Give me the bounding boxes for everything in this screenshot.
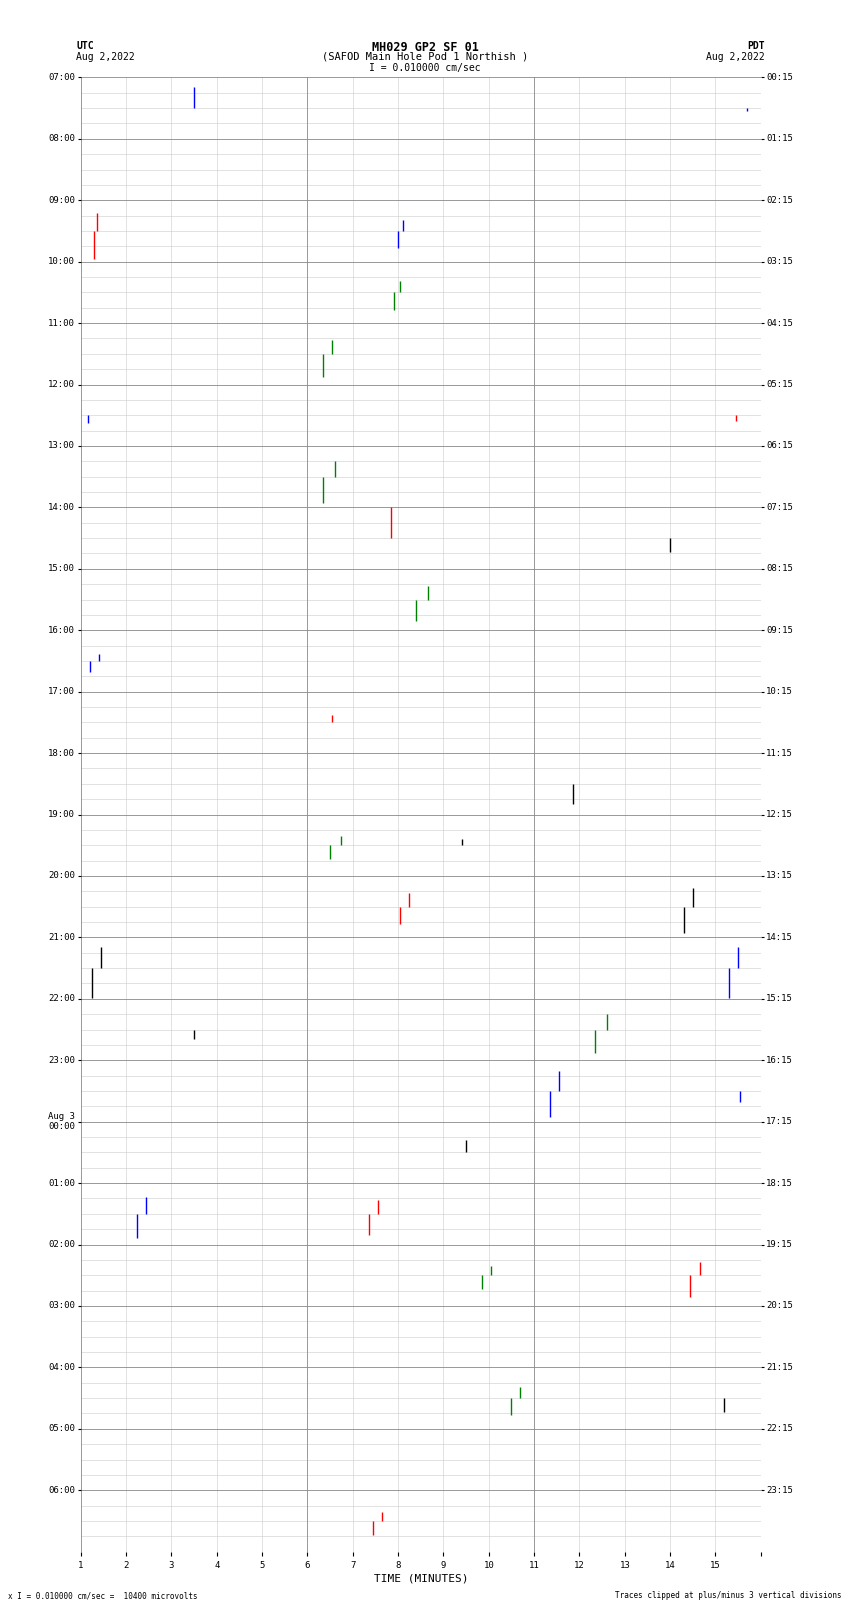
Text: Aug 2,2022: Aug 2,2022 [76,52,135,61]
Text: MH029 GP2 SF 01: MH029 GP2 SF 01 [371,40,479,55]
Text: (SAFOD Main Hole Pod 1 Northish ): (SAFOD Main Hole Pod 1 Northish ) [322,52,528,61]
Text: PDT: PDT [747,40,765,52]
Text: UTC: UTC [76,40,94,52]
Text: Traces clipped at plus/minus 3 vertical divisions: Traces clipped at plus/minus 3 vertical … [615,1590,842,1600]
Text: Aug 2,2022: Aug 2,2022 [706,52,765,61]
Text: I = 0.010000 cm/sec: I = 0.010000 cm/sec [369,63,481,73]
Text: x I = 0.010000 cm/sec =  10400 microvolts: x I = 0.010000 cm/sec = 10400 microvolts [8,1590,198,1600]
X-axis label: TIME (MINUTES): TIME (MINUTES) [373,1574,468,1584]
